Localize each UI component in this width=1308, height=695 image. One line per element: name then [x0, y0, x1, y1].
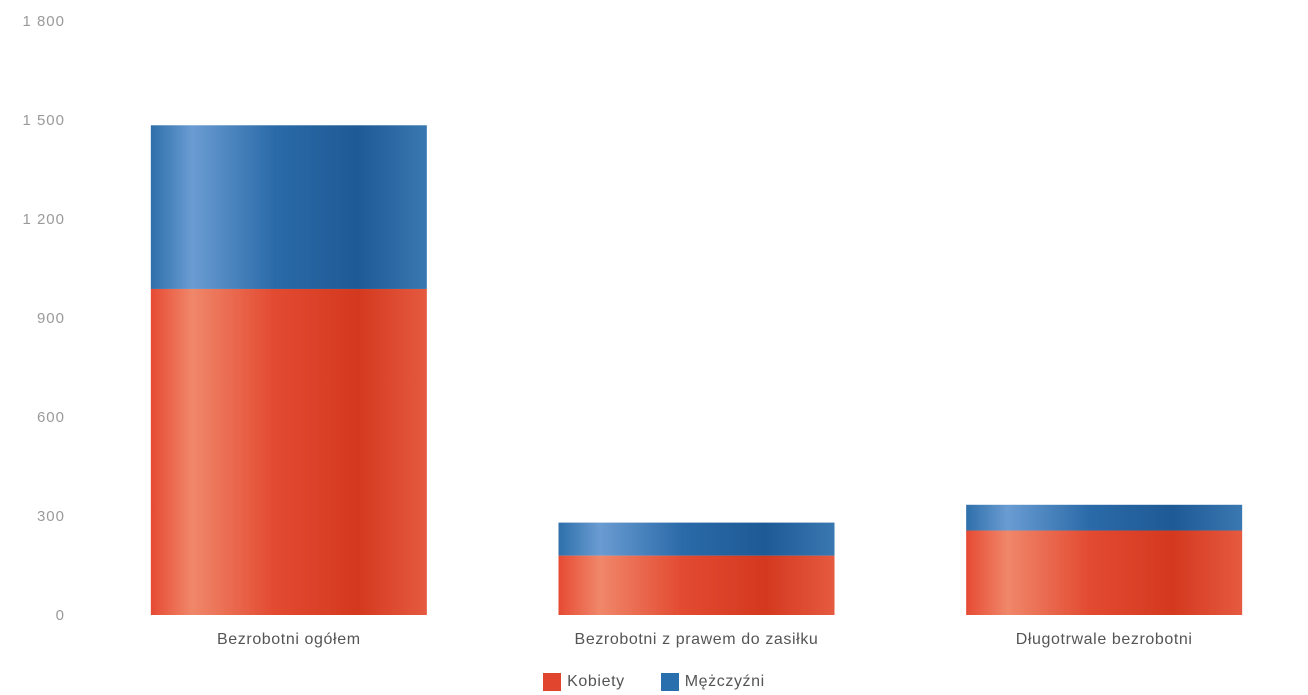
bar-mezczyzni-1[interactable] [558, 522, 835, 556]
x-tick-label: Bezrobotni ogółem [217, 631, 361, 648]
y-tick-label: 0 [56, 607, 65, 624]
bar-kobiety-1[interactable] [558, 555, 835, 615]
legend-label-kobiety: Kobiety [567, 673, 625, 690]
y-tick-label: 1 800 [22, 13, 65, 30]
legend-swatch-mezczyzni [660, 673, 679, 691]
bars [150, 125, 1243, 615]
x-tick-label: Długotrwale bezrobotni [1016, 631, 1193, 648]
x-tick-label: Bezrobotni z prawem do zasiłku [575, 631, 819, 648]
legend-item-kobiety[interactable]: Kobiety [543, 673, 625, 691]
y-tick-label: 1 200 [22, 211, 65, 228]
x-axis: Bezrobotni ogółem Bezrobotni z prawem do … [217, 631, 1193, 648]
legend: Kobiety Mężczyźni [0, 670, 1308, 694]
legend-label-mezczyzni: Mężczyźni [684, 673, 765, 690]
legend-item-mezczyzni[interactable]: Mężczyźni [660, 673, 765, 691]
y-axis: 0 300 600 900 1 200 1 500 1 800 [22, 13, 65, 624]
y-tick-label: 1 500 [22, 112, 65, 129]
stacked-bar-chart: 0 300 600 900 1 200 1 500 1 800 Bezrobotni ogó… [22, 13, 1243, 648]
bar-mezczyzni-0[interactable] [150, 125, 427, 289]
y-tick-label: 600 [37, 409, 65, 426]
legend-swatch-kobiety [543, 673, 562, 691]
bar-mezczyzni-2[interactable] [966, 504, 1243, 531]
y-tick-label: 900 [37, 310, 65, 327]
bar-kobiety-2[interactable] [966, 530, 1243, 615]
y-tick-label: 300 [37, 508, 65, 525]
bar-kobiety-0[interactable] [150, 288, 427, 615]
